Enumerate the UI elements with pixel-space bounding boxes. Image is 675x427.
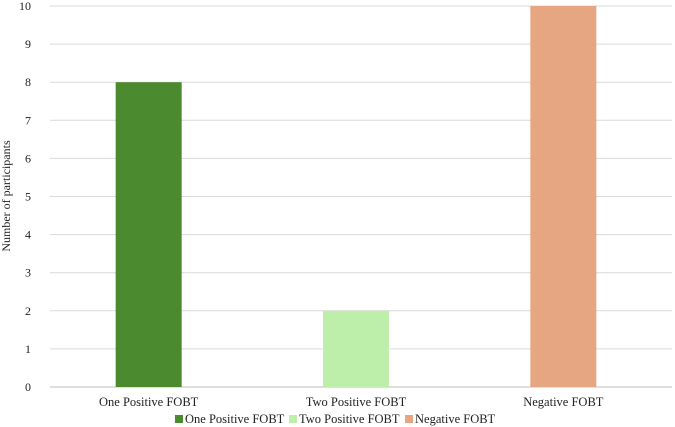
legend-label: Two Positive FOBT [299, 412, 400, 426]
y-tick-label: 10 [19, 0, 31, 13]
y-axis-title: Number of participants [0, 140, 13, 252]
x-category-label: Negative FOBT [523, 395, 604, 409]
y-tick-label: 9 [25, 37, 31, 51]
legend-swatch [289, 415, 297, 423]
legend-label: One Positive FOBT [185, 412, 285, 426]
bar [323, 310, 389, 387]
y-tick-label: 4 [25, 228, 31, 242]
legend-swatch [405, 415, 413, 423]
bars [115, 6, 597, 387]
y-tick-label: 8 [25, 75, 31, 89]
x-category-label: One Positive FOBT [99, 395, 199, 409]
bar [115, 82, 182, 387]
y-tick-label: 3 [25, 266, 31, 280]
y-tick-label: 6 [25, 151, 31, 165]
legend: One Positive FOBT Two Positive FOBT Negati… [175, 412, 496, 426]
category-labels: One Positive FOBT Two Positive FOBT Negati… [99, 395, 604, 409]
y-tick-label: 5 [25, 190, 31, 204]
legend-swatch [175, 415, 183, 423]
y-tick-labels: 0 1 2 3 4 5 6 7 8 9 10 [19, 0, 31, 394]
legend-label: Negative FOBT [415, 412, 496, 426]
bar [530, 6, 597, 387]
y-tick-label: 7 [25, 113, 31, 127]
y-tick-label: 0 [25, 380, 31, 394]
y-tick-label: 2 [25, 304, 31, 318]
y-tick-label: 1 [25, 342, 31, 356]
x-category-label: Two Positive FOBT [306, 395, 407, 409]
